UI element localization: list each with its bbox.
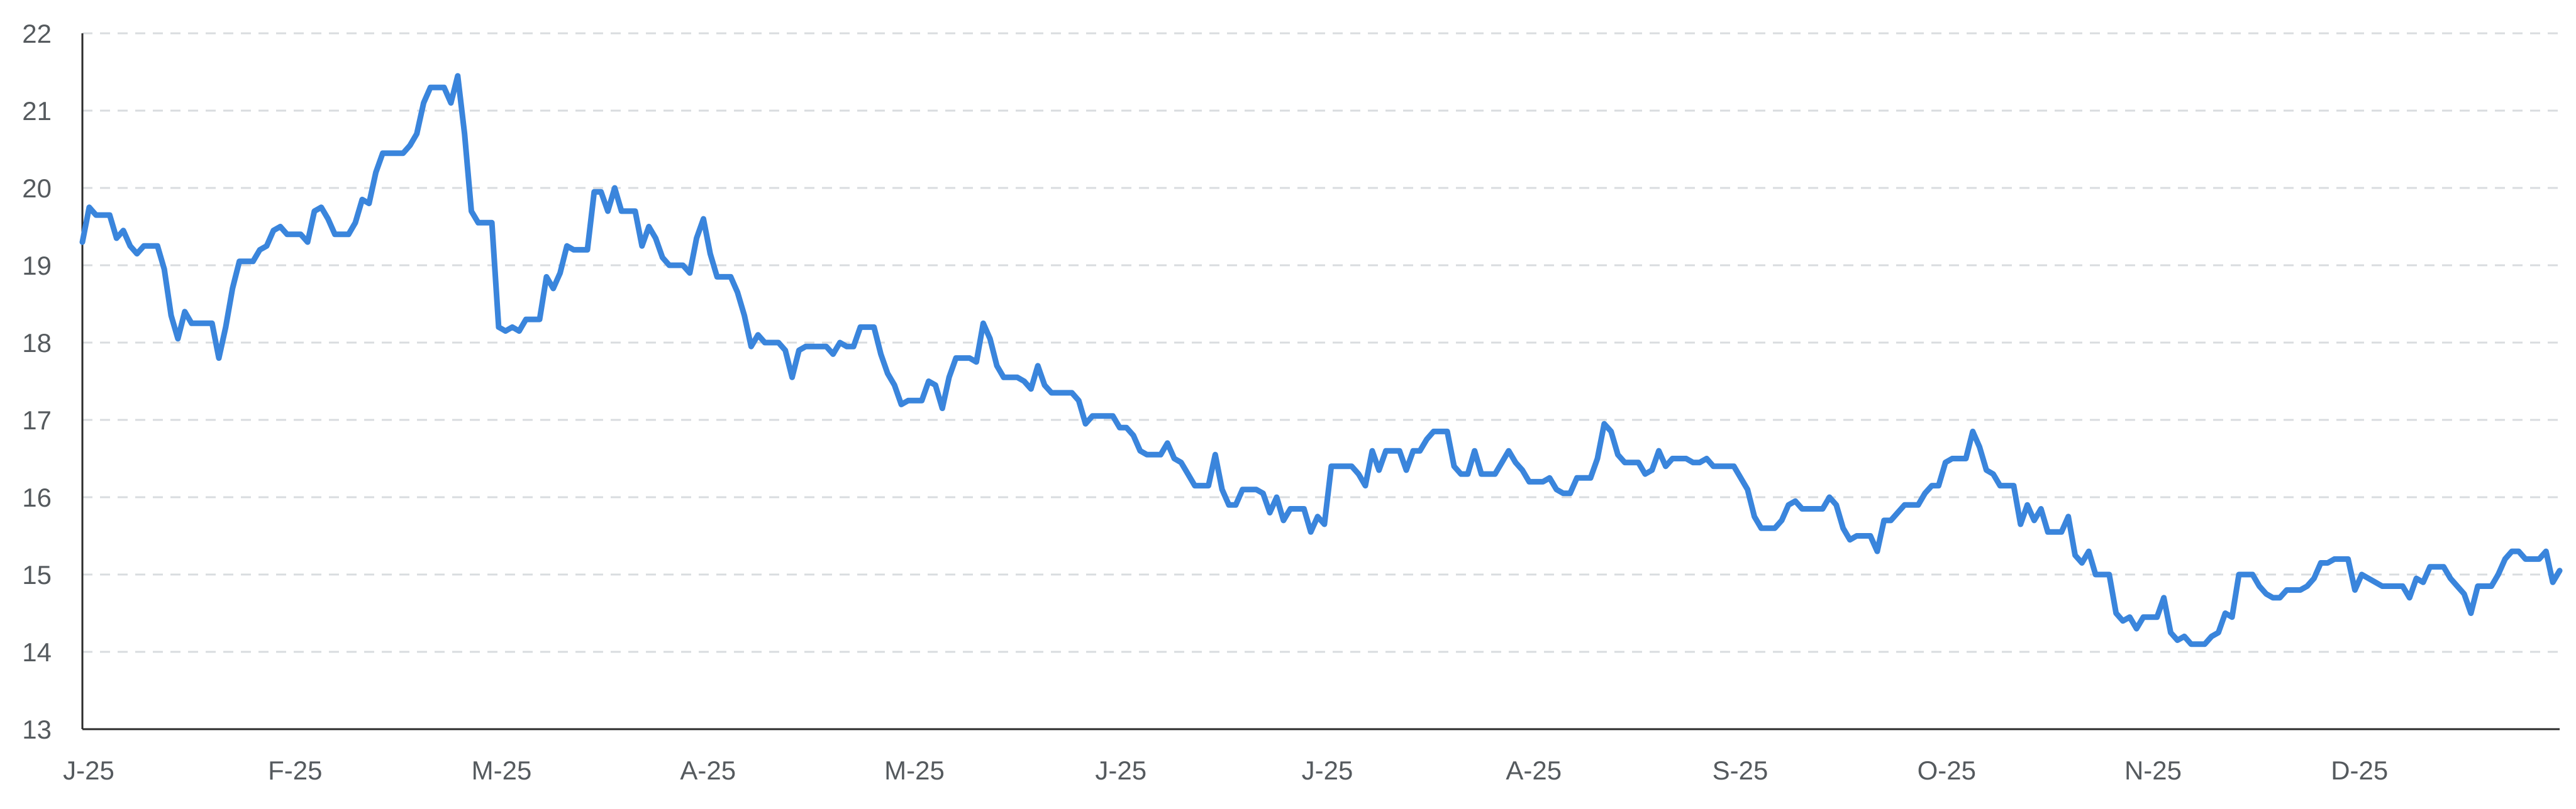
y-tick-label: 22 [22,19,52,48]
y-tick-label: 14 [22,637,52,667]
x-tick-labels: J-25 F-25 M-25 A-25 M-25 J-25 J-25 A-25 S-25 O-25… [63,756,2388,785]
series-line-0 [79,73,2563,647]
x-tick-label: J-25 [63,756,114,785]
x-tick-label: M-25 [884,756,945,785]
x-tick-label: M-25 [472,756,532,785]
y-tick-label: 15 [22,560,52,590]
y-tick-label: 17 [22,405,52,435]
x-tick-label: J-25 [1302,756,1353,785]
gridlines [82,32,2560,653]
y-tick-label: 20 [22,173,52,203]
y-tick-label: 18 [22,328,52,358]
y-tick-labels: 13 14 15 16 17 18 19 20 21 22 [22,19,52,744]
x-tick-label: O-25 [1918,756,1976,785]
axes [81,33,2560,730]
x-tick-label: A-25 [680,756,736,785]
y-tick-label: 21 [22,96,52,126]
x-tick-label: N-25 [2124,756,2182,785]
x-tick-label: J-25 [1095,756,1146,785]
x-tick-label: A-25 [1506,756,1562,785]
y-tick-label: 19 [22,251,52,280]
series-layer [79,73,2563,647]
x-tick-label: F-25 [268,756,322,785]
x-tick-label: S-25 [1713,756,1768,785]
x-tick-label: D-25 [2331,756,2388,785]
y-tick-label: 16 [22,483,52,512]
y-tick-label: 13 [22,715,52,744]
